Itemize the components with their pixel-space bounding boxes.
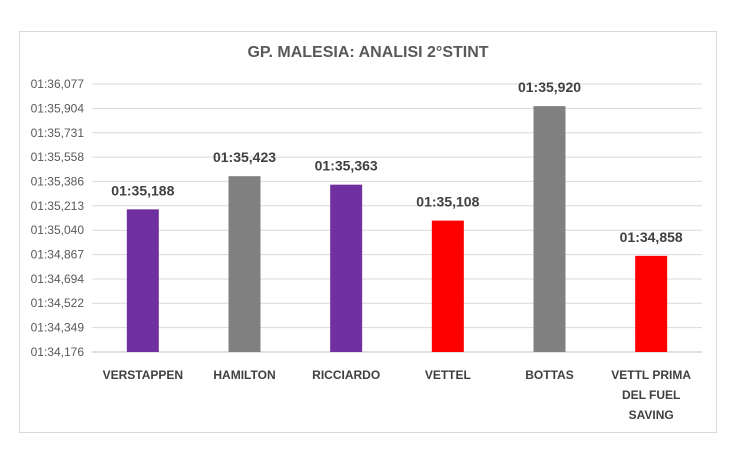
- bar: [635, 255, 668, 352]
- category-label: SAVING: [629, 408, 674, 422]
- x-axis-categories: VERSTAPPEN HAMILTON RICCIARDO VETTEL BOTTAS V…: [103, 368, 692, 422]
- chart-title: GP. MALESIA: ANALISI 2°STINT: [247, 44, 488, 61]
- data-label: 01:35,108: [416, 194, 479, 210]
- gridlines: [92, 83, 702, 353]
- category-label: HAMILTON: [213, 368, 275, 382]
- y-tick-label: 01:34,349: [31, 321, 85, 335]
- y-tick-label: 01:34,694: [31, 272, 85, 286]
- y-tick-label: 01:36,077: [31, 77, 85, 91]
- y-tick-label: 01:34,176: [31, 345, 85, 359]
- y-tick-label: 01:35,558: [31, 150, 85, 164]
- category-label: VERSTAPPEN: [103, 368, 183, 382]
- y-axis-ticks: 01:34,176 01:34,349 01:34,522 01:34,694 01:3…: [31, 77, 85, 359]
- bar: [228, 176, 261, 352]
- category-label: DEL FUEL: [622, 388, 680, 402]
- y-tick-label: 01:35,731: [31, 126, 85, 140]
- y-tick-label: 01:35,213: [31, 199, 85, 213]
- y-tick-label: 01:34,867: [31, 248, 85, 262]
- bar: [330, 184, 363, 352]
- bar: [533, 106, 566, 353]
- y-tick-label: 01:35,040: [31, 223, 85, 237]
- data-label: 01:34,858: [620, 229, 683, 245]
- data-label: 01:35,363: [315, 158, 378, 174]
- category-label: RICCIARDO: [312, 368, 380, 382]
- category-label: VETTL PRIMA: [611, 368, 691, 382]
- data-label: 01:35,423: [213, 149, 276, 165]
- bar: [126, 209, 159, 352]
- category-label: BOTTAS: [525, 368, 573, 382]
- bar: [431, 220, 464, 352]
- bars: [126, 106, 668, 353]
- data-label: 01:35,920: [518, 79, 581, 95]
- y-tick-label: 01:34,522: [31, 296, 85, 310]
- category-label: VETTEL: [425, 368, 471, 382]
- y-tick-label: 01:35,386: [31, 174, 85, 188]
- data-label: 01:35,188: [111, 182, 174, 198]
- data-labels: 01:35,188 01:35,423 01:35,363 01:35,108 01:3…: [111, 79, 683, 245]
- y-tick-label: 01:35,904: [31, 101, 85, 115]
